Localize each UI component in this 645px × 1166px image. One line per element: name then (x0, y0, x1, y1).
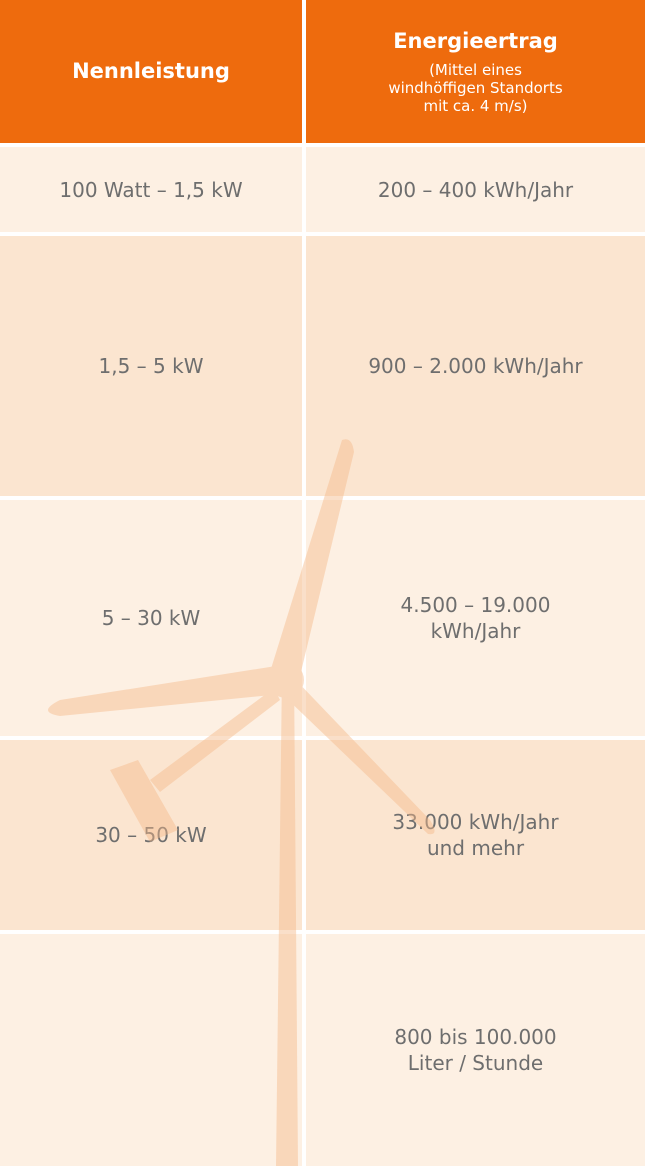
cell-text: 33.000 kWh/Jahr (392, 810, 559, 834)
cell: 900 – 2.000 kWh/Jahr (306, 236, 645, 496)
cell: 30 – 50 kW (0, 740, 302, 930)
cell: 1,5 – 5 kW (0, 236, 302, 496)
cell-text: und mehr (426, 836, 525, 860)
cell-text: kWh/Jahr (430, 619, 521, 643)
cell: 33.000 kWh/Jahr und mehr (306, 740, 645, 930)
cell-text: 200 – 400 kWh/Jahr (377, 177, 574, 202)
cell-text: Liter / Stunde (407, 1051, 544, 1075)
cell-text: 5 – 30 kW (101, 606, 201, 630)
cell-text: 4.500 – 19.000 (400, 593, 551, 617)
header-cell: Nennleistung (0, 0, 302, 143)
cell-text: 30 – 50 kW (95, 823, 207, 847)
header-text: Energieertrag (393, 28, 558, 53)
header-cell: Energieertrag (Mittel eines windhöffigen… (306, 0, 645, 143)
cell-text: 900 – 2.000 kWh/Jahr (368, 354, 583, 378)
header-note: mit ca. 4 m/s) (423, 97, 528, 116)
header-text: Nennleistung (72, 58, 230, 83)
cell: 5 – 30 kW (0, 500, 302, 736)
header-note: windhöffigen Standorts (388, 79, 563, 98)
cell-text: 800 bis 100.000 (394, 1025, 557, 1049)
cell (0, 934, 302, 1166)
cell: 800 bis 100.000 Liter / Stunde (306, 934, 645, 1166)
cell: 100 Watt – 1,5 kW (0, 147, 302, 232)
cell-text: 100 Watt – 1,5 kW (59, 177, 243, 202)
cell-text: 1,5 – 5 kW (98, 354, 204, 378)
cell: 4.500 – 19.000 kWh/Jahr (306, 500, 645, 736)
cell: 200 – 400 kWh/Jahr (306, 147, 645, 232)
header-note: (Mittel eines (429, 61, 522, 80)
